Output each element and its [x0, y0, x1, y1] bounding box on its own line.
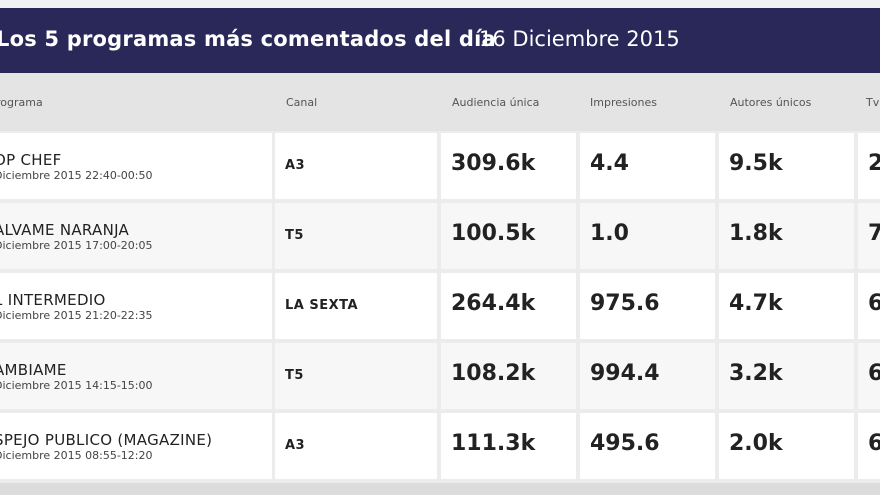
- column-header-impresiones: Impresiones: [590, 96, 657, 109]
- impresiones-cell: 1.0: [580, 203, 715, 269]
- impresiones-value: 495.6: [590, 431, 660, 456]
- program-cell: ALVAME NARANJA Diciembre 2015 17:00-20:0…: [0, 203, 272, 269]
- table-row: OP CHEF Diciembre 2015 22:40-00:50 A3 30…: [0, 131, 880, 201]
- column-headers: rograma Canal Audiencia única Impresione…: [0, 73, 880, 131]
- table-header-banner: Los 5 programas más comentados del día 1…: [0, 8, 880, 73]
- column-header-tv: Tv: [866, 96, 880, 109]
- top-strip: [0, 0, 880, 8]
- program-name: OP CHEF: [0, 151, 62, 169]
- audiencia-cell: 309.6k: [441, 133, 576, 199]
- channel-label: T5: [285, 368, 304, 383]
- program-time: Diciembre 2015 22:40-00:50: [0, 169, 153, 182]
- autores-value: 4.7k: [729, 291, 783, 316]
- tv-cell: 6: [858, 343, 880, 409]
- autores-value: 1.8k: [729, 221, 783, 246]
- column-header-programa: rograma: [0, 96, 43, 109]
- page-title: Los 5 programas más comentados del día: [0, 27, 496, 51]
- autores-cell: 1.8k: [719, 203, 854, 269]
- bottom-bar: [0, 483, 880, 495]
- channel-cell: T5: [275, 343, 437, 409]
- impresiones-cell: 4.4: [580, 133, 715, 199]
- column-header-autores: Autores únicos: [730, 96, 812, 109]
- program-cell: OP CHEF Diciembre 2015 22:40-00:50: [0, 133, 272, 199]
- channel-cell: A3: [275, 133, 437, 199]
- impresiones-value: 975.6: [590, 291, 660, 316]
- column-header-canal: Canal: [286, 96, 318, 109]
- channel-cell: LA SEXTA: [275, 273, 437, 339]
- tv-value: 6: [868, 361, 880, 386]
- audiencia-cell: 108.2k: [441, 343, 576, 409]
- impresiones-value: 994.4: [590, 361, 660, 386]
- table-row: AMBIAME Diciembre 2015 14:15-15:00 T5 10…: [0, 341, 880, 411]
- program-time: Diciembre 2015 14:15-15:00: [0, 379, 153, 392]
- impresiones-cell: 975.6: [580, 273, 715, 339]
- autores-cell: 3.2k: [719, 343, 854, 409]
- program-name: L INTERMEDIO: [0, 291, 106, 309]
- tv-cell: 6: [858, 273, 880, 339]
- table-row: SPEJO PUBLICO (MAGAZINE) Diciembre 2015 …: [0, 411, 880, 481]
- tv-value: 6: [868, 431, 880, 456]
- impresiones-value: 1.0: [590, 221, 629, 246]
- audiencia-cell: 264.4k: [441, 273, 576, 339]
- autores-value: 2.0k: [729, 431, 783, 456]
- column-header-audiencia: Audiencia única: [452, 96, 540, 109]
- audiencia-value: 100.5k: [451, 221, 536, 246]
- autores-value: 3.2k: [729, 361, 783, 386]
- channel-label: A3: [285, 158, 306, 173]
- channel-label: LA SEXTA: [285, 298, 359, 313]
- audiencia-value: 309.6k: [451, 151, 536, 176]
- table-row: ALVAME NARANJA Diciembre 2015 17:00-20:0…: [0, 201, 880, 271]
- program-name: ALVAME NARANJA: [0, 221, 130, 239]
- table-row: L INTERMEDIO Diciembre 2015 21:20-22:35 …: [0, 271, 880, 341]
- program-cell: SPEJO PUBLICO (MAGAZINE) Diciembre 2015 …: [0, 413, 272, 479]
- audiencia-value: 111.3k: [451, 431, 536, 456]
- audiencia-cell: 111.3k: [441, 413, 576, 479]
- program-name: SPEJO PUBLICO (MAGAZINE): [0, 431, 213, 449]
- program-time: Diciembre 2015 08:55-12:20: [0, 449, 153, 462]
- tv-cell: 7: [858, 203, 880, 269]
- channel-cell: T5: [275, 203, 437, 269]
- audiencia-value: 108.2k: [451, 361, 536, 386]
- audiencia-value: 264.4k: [451, 291, 536, 316]
- date-label: 16 Diciembre 2015: [479, 27, 680, 51]
- program-time: Diciembre 2015 17:00-20:05: [0, 239, 153, 252]
- program-cell: L INTERMEDIO Diciembre 2015 21:20-22:35: [0, 273, 272, 339]
- impresiones-value: 4.4: [590, 151, 629, 176]
- program-cell: AMBIAME Diciembre 2015 14:15-15:00: [0, 343, 272, 409]
- impresiones-cell: 994.4: [580, 343, 715, 409]
- impresiones-cell: 495.6: [580, 413, 715, 479]
- program-time: Diciembre 2015 21:20-22:35: [0, 309, 153, 322]
- tv-value: 6: [868, 291, 880, 316]
- autores-value: 9.5k: [729, 151, 783, 176]
- autores-cell: 2.0k: [719, 413, 854, 479]
- program-name: AMBIAME: [0, 361, 67, 379]
- channel-label: A3: [285, 438, 306, 453]
- tv-value: 7: [868, 221, 880, 246]
- channel-label: T5: [285, 228, 304, 243]
- autores-cell: 9.5k: [719, 133, 854, 199]
- tv-value: 2: [868, 151, 880, 176]
- tv-cell: 6: [858, 413, 880, 479]
- autores-cell: 4.7k: [719, 273, 854, 339]
- audiencia-cell: 100.5k: [441, 203, 576, 269]
- channel-cell: A3: [275, 413, 437, 479]
- tv-cell: 2: [858, 133, 880, 199]
